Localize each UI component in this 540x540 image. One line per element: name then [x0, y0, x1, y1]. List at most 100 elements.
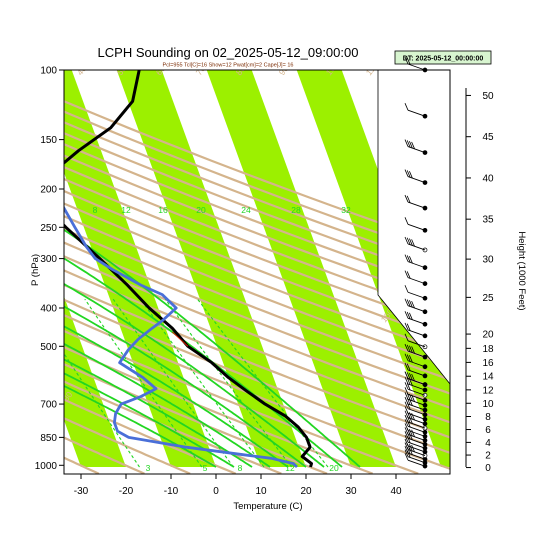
dry-adiabat: [64, 346, 373, 474]
height-tick-label: 8: [485, 412, 491, 423]
wind-barb-feather: [406, 363, 411, 371]
wind-barb-feather: [404, 423, 409, 431]
wind-barb-feather: [404, 169, 409, 177]
y-tick-label: 300: [40, 254, 57, 265]
wind-barb-staff: [407, 305, 426, 313]
wind-barb-feather: [404, 270, 409, 278]
wind-barb-staff: [407, 412, 426, 420]
wind-barb-feather: [404, 449, 409, 457]
wind-barb-staff: [407, 398, 426, 406]
height-tick-label: 2: [485, 451, 491, 462]
wind-barb-staff: [407, 317, 426, 325]
isotherm-band: [64, 70, 216, 467]
parcel-trace: [171, 331, 189, 347]
y-tick-label: 1000: [35, 461, 58, 472]
height-tick-label: 4: [485, 438, 491, 449]
mixing-ratio-label: 5: [203, 463, 208, 473]
dry-adiabat-label: 80: [234, 63, 248, 77]
datetime-label: DT: 2025-05-12_00:00:00: [403, 56, 484, 63]
dry-adiabat: [64, 329, 419, 474]
x-tick-label: -20: [119, 486, 134, 497]
moist-adiabat: [64, 325, 289, 468]
moist-adiabat-label: 16: [158, 205, 168, 215]
moist-adiabat: [64, 358, 253, 468]
wind-barb-feather: [406, 372, 411, 380]
wind-barb-feather: [404, 387, 409, 395]
y-tick-label: 150: [40, 135, 57, 146]
wind-barb-feather: [404, 446, 409, 454]
wind-barb-feather: [404, 392, 409, 400]
height-tick-label: 30: [482, 255, 494, 266]
moist-adiabat: [64, 384, 217, 468]
dry-adiabat: [64, 298, 450, 454]
y-tick-label: 250: [40, 223, 57, 234]
wind-barb-feather: [409, 300, 413, 308]
wind-barb-feather: [404, 333, 409, 341]
mixing-ratio-line: [197, 298, 329, 468]
wind-barb-staff: [407, 63, 426, 71]
wind-barb-feather: [406, 140, 411, 148]
y-tick-label: 850: [40, 433, 57, 444]
wind-barb-staff: [407, 421, 426, 429]
wind-barb-feather: [409, 312, 413, 320]
dry-adiabat-label: 50: [115, 63, 129, 77]
x-tick-label: 30: [345, 486, 357, 497]
wind-barb-staff: [407, 437, 426, 445]
dry-adiabat: [64, 189, 450, 342]
wind-barb-feather: [404, 139, 409, 147]
wind-barb-staff: [407, 378, 426, 386]
dry-adiabat: [64, 143, 450, 293]
x-tick-label: -30: [74, 486, 89, 497]
moist-adiabat: [64, 305, 307, 468]
dry-adiabat: [64, 255, 450, 409]
wind-barb-feather: [404, 431, 409, 439]
y-tick-label: 200: [40, 184, 57, 195]
wind-barb-feather: [406, 311, 411, 320]
wind-barb-feather: [409, 238, 413, 246]
height-tick-label: 18: [482, 344, 494, 355]
wind-barb-feather: [406, 170, 411, 178]
wind-barb-feather: [411, 239, 415, 247]
wind-barb-staff: [407, 433, 426, 441]
dry-adiabat: [64, 202, 450, 355]
wind-barb-feather: [404, 103, 409, 111]
wind-barb-feather: [409, 345, 413, 353]
dry-adiabat: [64, 165, 450, 317]
wind-barb-staff: [407, 441, 426, 449]
wind-barb-staff: [407, 201, 426, 209]
height-tick-label: 10: [482, 399, 494, 410]
wind-barb-staff: [407, 350, 426, 358]
y-tick-label: 400: [40, 303, 57, 314]
wind-barb-feather: [406, 354, 411, 362]
wind-barb-staff: [407, 417, 426, 425]
moist-adiabat: [64, 228, 361, 468]
wind-barb-feather: [404, 406, 409, 414]
moist-adiabat-label: 32: [341, 205, 351, 215]
isotherm-band: [296, 70, 450, 467]
plot-frame: [63, 69, 451, 475]
wind-barb-feather: [404, 56, 409, 65]
moist-adiabat-label: 24: [241, 205, 251, 215]
dry-adiabat: [64, 269, 450, 424]
wind-barb-staff: [407, 403, 426, 411]
moist-adiabat: [64, 257, 343, 468]
dry-adiabat: [64, 177, 450, 329]
dry-adiabat: [64, 380, 282, 474]
wind-barb-feather: [404, 427, 409, 435]
x-tick-label: 40: [390, 486, 402, 497]
wind-barb-feather: [404, 194, 409, 203]
y-tick-label: 500: [40, 342, 57, 353]
x-tick-label: 20: [300, 486, 312, 497]
dry-adiabat-label: 60: [154, 63, 168, 77]
sounding-traces: [64, 70, 313, 469]
wind-barb-feather: [404, 414, 409, 423]
x-axis-label: Temperature (C): [233, 501, 302, 512]
wind-barb-staff: [407, 388, 426, 396]
wind-barb-feather: [409, 444, 413, 452]
mixing-ratio-line: [112, 298, 234, 468]
wind-barb-feather: [411, 300, 415, 309]
wind-barb-staff: [407, 429, 426, 437]
wind-barb-feather: [404, 410, 409, 418]
moist-adiabat: [64, 372, 235, 468]
